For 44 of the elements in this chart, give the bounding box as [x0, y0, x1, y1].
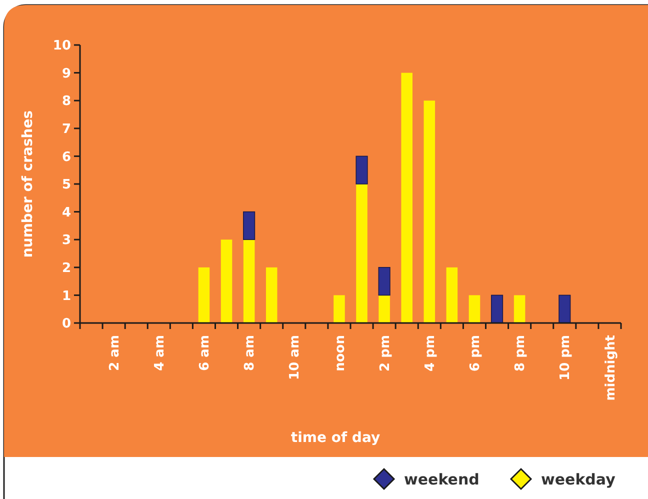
x-tick-label: 4 am — [152, 335, 168, 371]
y-tick-label: 2 — [62, 260, 71, 276]
legend-label: weekend — [404, 470, 480, 488]
y-tick-label: 3 — [62, 233, 71, 248]
x-tick-label: 8 pm — [513, 335, 528, 372]
bar — [378, 267, 390, 296]
x-tick-label: midnight — [603, 335, 618, 401]
y-tick-label: 1 — [62, 288, 71, 304]
y-tick-label: 5 — [62, 178, 71, 193]
x-tick-label: 6 pm — [468, 335, 484, 372]
x-tick-label: 2 am — [107, 335, 122, 371]
bar — [334, 295, 345, 323]
bar — [220, 240, 232, 323]
x-tick-label: noon — [332, 335, 348, 372]
x-tick-label: 2 pm — [378, 335, 393, 372]
bar — [401, 72, 412, 323]
bar — [243, 211, 256, 240]
x-tick-label: 10 am — [288, 335, 303, 380]
x-axis-title: time of day — [290, 430, 380, 446]
bar — [356, 184, 368, 323]
bar — [514, 295, 526, 323]
x-tick-label: 10 pm — [558, 335, 574, 380]
y-tick-label: 7 — [62, 122, 71, 137]
bar — [243, 240, 255, 323]
bar — [468, 295, 480, 323]
y-tick-label: 9 — [62, 66, 71, 82]
y-tick-label: 4 — [62, 205, 71, 220]
bar — [378, 295, 390, 323]
y-tick-label: 8 — [62, 94, 71, 110]
bar — [446, 267, 458, 323]
y-axis-title: number of crashes — [20, 110, 36, 258]
y-tick-label: 0 — [62, 316, 71, 332]
bar — [424, 100, 436, 323]
bar — [356, 156, 368, 184]
bar — [266, 267, 278, 323]
x-tick-label: 4 pm — [422, 335, 438, 372]
legend-label: weekday — [541, 470, 616, 488]
bar — [558, 294, 571, 324]
bar — [198, 267, 210, 323]
x-tick-label: 8 am — [242, 335, 258, 371]
y-tick-label: 6 — [62, 150, 71, 165]
y-tick-label: 10 — [52, 38, 71, 54]
x-tick-label: 6 am — [198, 335, 213, 371]
bar — [490, 294, 504, 324]
